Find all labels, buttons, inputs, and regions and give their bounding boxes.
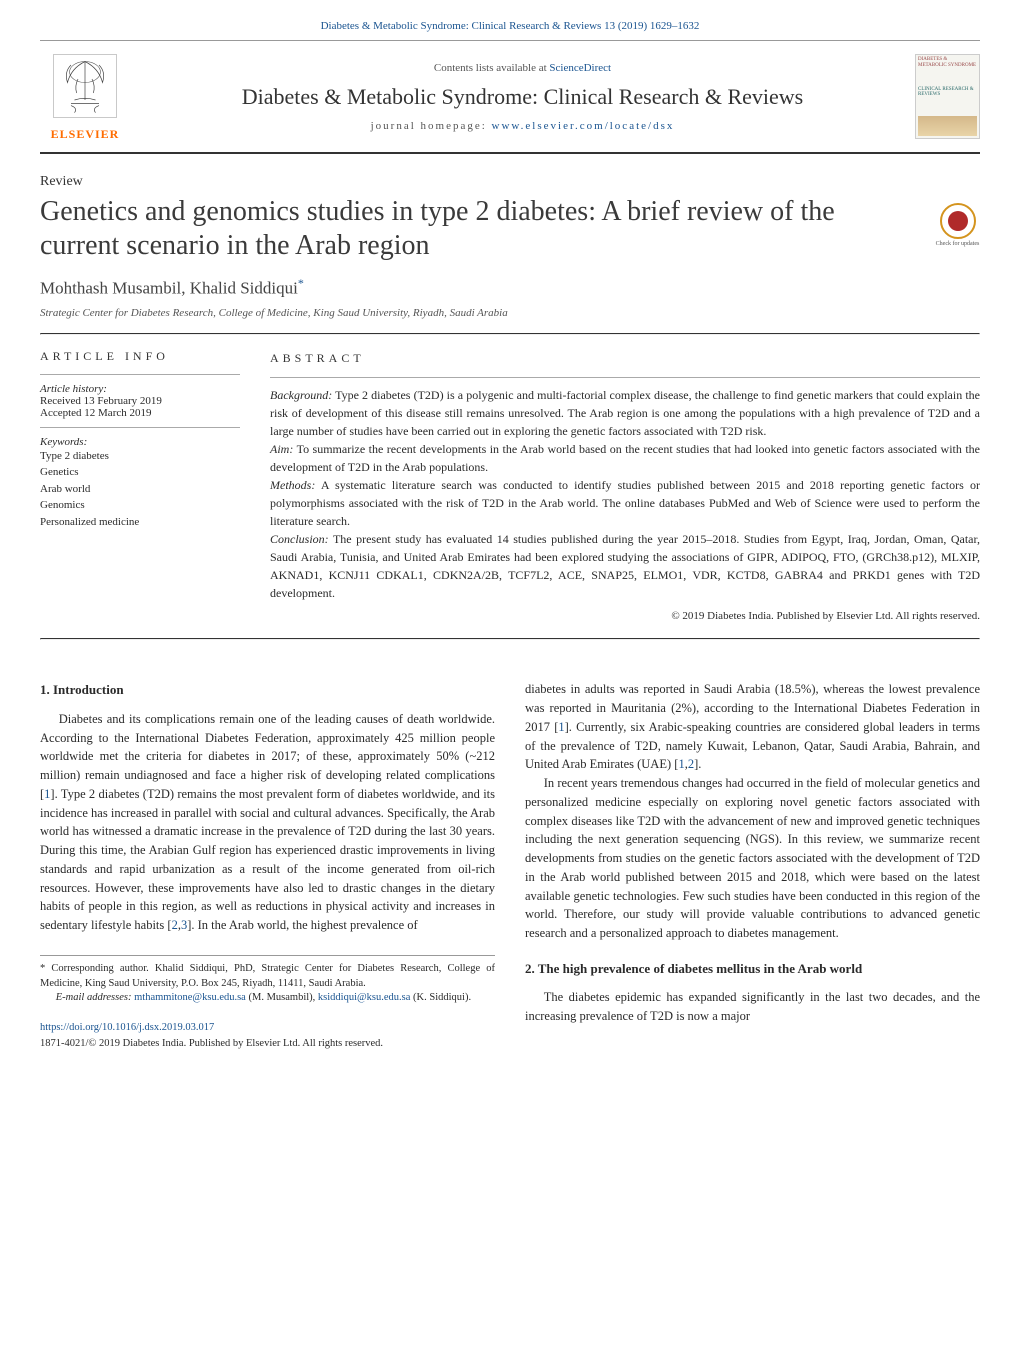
abstract-background: Background: Type 2 diabetes (T2D) is a p… [270, 386, 980, 440]
email-link-2[interactable]: ksiddiqui@ksu.edu.sa [318, 992, 411, 1003]
affiliation: Strategic Center for Diabetes Research, … [40, 307, 980, 319]
check-updates-label: Check for updates [935, 241, 980, 247]
accepted-date: Accepted 12 March 2019 [40, 407, 240, 419]
issn-copyright: 1871-4021/© 2019 Diabetes India. Publish… [40, 1036, 495, 1052]
info-rule-1 [40, 374, 240, 375]
author-names: Mohthash Musambil, Khalid Siddiqui [40, 279, 298, 298]
elsevier-brand-text: ELSEVIER [40, 127, 130, 142]
elsevier-tree-icon [50, 51, 120, 121]
conc-label: Conclusion: [270, 532, 329, 546]
left-column: 1. Introduction Diabetes and its complic… [40, 680, 495, 1051]
homepage-link[interactable]: www.elsevier.com/locate/dsx [492, 120, 675, 132]
aim-text: To summarize the recent developments in … [270, 442, 980, 474]
email-link-1[interactable]: mthammitone@ksu.edu.sa [134, 992, 246, 1003]
aim-label: Aim: [270, 442, 293, 456]
right-column: diabetes in adults was reported in Saudi… [525, 680, 980, 1051]
p2-text-b: ]. Currently, six Arabic-speaking countr… [525, 720, 980, 772]
journal-header: ELSEVIER Contents lists available at Sci… [40, 40, 980, 154]
keywords-label: Keywords: [40, 436, 240, 448]
email2-name: (K. Siddiqui). [410, 992, 471, 1003]
contents-prefix: Contents lists available at [434, 62, 549, 74]
keyword-item: Personalized medicine [40, 514, 240, 531]
divider-top [40, 333, 980, 335]
article-info-column: ARTICLE INFO Article history: Received 1… [40, 349, 240, 625]
title-row: Genetics and genomics studies in type 2 … [40, 195, 980, 262]
abstract-heading: ABSTRACT [270, 349, 980, 367]
homepage-prefix: journal homepage: [371, 120, 492, 132]
email1-name: (M. Musambil), [246, 992, 318, 1003]
journal-cover-thumbnail: DIABETES & METABOLIC SYNDROME CLINICAL R… [915, 54, 980, 139]
info-abstract-row: ARTICLE INFO Article history: Received 1… [40, 349, 980, 625]
journal-title-block: Contents lists available at ScienceDirec… [145, 62, 900, 132]
info-rule-2 [40, 427, 240, 428]
homepage-line: journal homepage: www.elsevier.com/locat… [145, 120, 900, 132]
check-circle-icon [940, 203, 976, 239]
methods-label: Methods: [270, 478, 315, 492]
p2-text-c: ]. [694, 757, 701, 771]
intro-paragraph-3: In recent years tremendous changes had o… [525, 774, 980, 943]
keyword-item: Type 2 diabetes [40, 448, 240, 465]
citation-header: Diabetes & Metabolic Syndrome: Clinical … [40, 20, 980, 32]
elsevier-logo: ELSEVIER [40, 51, 130, 142]
corresponding-mark[interactable]: * [298, 276, 304, 290]
section-2-heading: 2. The high prevalence of diabetes melli… [525, 959, 980, 979]
doi-link[interactable]: https://doi.org/10.1016/j.dsx.2019.03.01… [40, 1022, 214, 1033]
intro-paragraph-2: diabetes in adults was reported in Saudi… [525, 680, 980, 774]
check-updates-badge[interactable]: Check for updates [935, 203, 980, 247]
sciencedirect-link[interactable]: ScienceDirect [549, 62, 611, 74]
section-2-paragraph-1: The diabetes epidemic has expanded signi… [525, 988, 980, 1026]
received-date: Received 13 February 2019 [40, 395, 240, 407]
authors-line: Mohthash Musambil, Khalid Siddiqui* [40, 276, 980, 299]
divider-bottom [40, 638, 980, 640]
journal-title: Diabetes & Metabolic Syndrome: Clinical … [145, 84, 900, 110]
abstract-copyright: © 2019 Diabetes India. Published by Else… [270, 608, 980, 625]
cover-title-2: CLINICAL RESEARCH & REVIEWS [918, 87, 977, 98]
bg-text: Type 2 diabetes (T2D) is a polygenic and… [270, 388, 980, 438]
abstract-column: ABSTRACT Background: Type 2 diabetes (T2… [270, 349, 980, 625]
contents-line: Contents lists available at ScienceDirec… [145, 62, 900, 74]
intro-paragraph-1: Diabetes and its complications remain on… [40, 710, 495, 935]
email-footnote: E-mail addresses: mthammitone@ksu.edu.sa… [40, 991, 495, 1006]
cover-image-area [918, 116, 977, 136]
cover-title-1: DIABETES & METABOLIC SYNDROME [918, 57, 977, 68]
abstract-aim: Aim: To summarize the recent development… [270, 440, 980, 476]
keyword-item: Genomics [40, 497, 240, 514]
methods-text: A systematic literature search was condu… [270, 478, 980, 528]
article-type: Review [40, 174, 980, 190]
body-columns: 1. Introduction Diabetes and its complic… [40, 680, 980, 1051]
keyword-item: Arab world [40, 481, 240, 498]
bg-label: Background: [270, 388, 332, 402]
history-label: Article history: [40, 383, 240, 395]
article-title: Genetics and genomics studies in type 2 … [40, 195, 915, 262]
abstract-conclusion: Conclusion: The present study has evalua… [270, 530, 980, 602]
keyword-item: Genetics [40, 464, 240, 481]
info-heading: ARTICLE INFO [40, 349, 240, 364]
abstract-rule [270, 377, 980, 378]
footnote-block: * Corresponding author. Khalid Siddiqui,… [40, 955, 495, 1006]
p1-text-c: ]. In the Arab world, the highest preval… [187, 918, 417, 932]
section-1-heading: 1. Introduction [40, 680, 495, 700]
keywords-list: Type 2 diabetes Genetics Arab world Geno… [40, 448, 240, 531]
corresponding-footnote: * Corresponding author. Khalid Siddiqui,… [40, 962, 495, 991]
footer-zone: https://doi.org/10.1016/j.dsx.2019.03.01… [40, 1020, 495, 1052]
email-label: E-mail addresses: [56, 992, 134, 1003]
p1-text-b: ]. Type 2 diabetes (T2D) remains the mos… [40, 787, 495, 932]
abstract-methods: Methods: A systematic literature search … [270, 476, 980, 530]
citation-link[interactable]: Diabetes & Metabolic Syndrome: Clinical … [321, 20, 700, 32]
conc-text: The present study has evaluated 14 studi… [270, 532, 980, 600]
